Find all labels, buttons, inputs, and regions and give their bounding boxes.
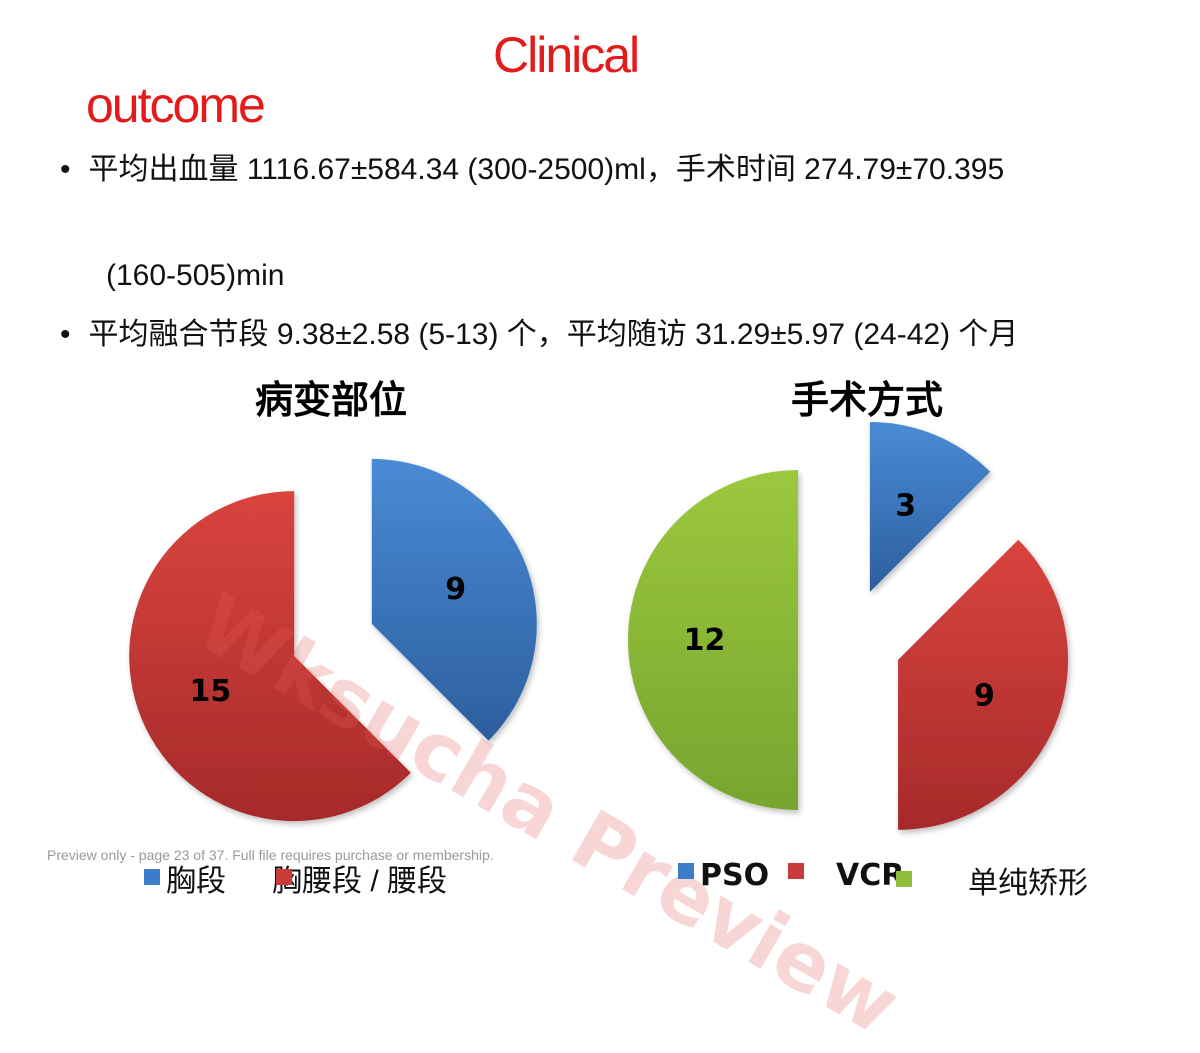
pie-charts: 病变部位 手术方式 9 15 3 9 12	[129, 378, 1069, 830]
legend-swatch	[896, 871, 912, 887]
bullet-text: 平均融合节段 9.38±2.58 (5-13) 个，平均随访 31.29±5.9…	[88, 318, 1019, 351]
data-label: 3	[895, 489, 916, 524]
chart-2-title: 手术方式	[791, 378, 943, 422]
pie-slice	[371, 458, 537, 741]
chart-1-slices: 9 15	[129, 458, 537, 822]
chart-2-legend: PSO VCR 单纯矫形	[678, 858, 1178, 902]
title-line-2: outcome	[86, 77, 266, 133]
legend-label: 胸段	[166, 865, 226, 898]
bullet-symbol: •	[60, 318, 71, 351]
legend-label: VCR	[836, 858, 905, 893]
chart-1-legend: 胸段 胸腰段 / 腰段	[144, 856, 564, 900]
pie-slice	[869, 421, 991, 592]
preview-note: Preview only - page 23 of 37. Full file …	[47, 847, 494, 863]
bullet-symbol: •	[60, 153, 71, 186]
data-label: 15	[189, 674, 231, 709]
chart-2-slices: 3 9 12	[628, 421, 1069, 830]
legend-swatch	[788, 863, 804, 879]
legend-item-simple-correction: 单纯矫形	[896, 858, 1088, 902]
title-line-1: Clinical	[493, 27, 640, 83]
legend-label: 单纯矫形	[968, 866, 1088, 901]
legend-item-thoracic: 胸段	[144, 856, 226, 900]
data-label: 9	[974, 679, 995, 714]
legend-label: 胸腰段 / 腰段	[272, 865, 448, 898]
legend-swatch	[276, 869, 292, 885]
legend-swatch	[678, 863, 694, 879]
legend-item-vcr: VCR	[788, 858, 904, 893]
pie-slice	[898, 539, 1069, 830]
bullet-blood-loss-continued: (160-505)min	[106, 259, 285, 292]
data-label: 9	[445, 572, 466, 607]
legend-swatch	[144, 869, 160, 885]
legend-label: PSO	[700, 858, 770, 893]
legend-item-pso: PSO	[678, 858, 769, 893]
chart-1-title: 病变部位	[255, 378, 407, 422]
pie-slice	[129, 491, 411, 822]
legend-item-thoracolumbar: 胸腰段 / 腰段	[266, 856, 447, 900]
bullet-blood-loss: • 平均出血量 1116.67±584.34 (300-2500)ml，手术时间 …	[60, 153, 1170, 188]
pie-slice	[628, 470, 798, 810]
data-label: 12	[684, 623, 726, 658]
bullet-fusion-segments: • 平均融合节段 9.38±2.58 (5-13) 个，平均随访 31.29±5.…	[60, 318, 1170, 353]
bullet-text: 平均出血量 1116.67±584.34 (300-2500)ml，手术时间 2…	[88, 153, 1005, 186]
